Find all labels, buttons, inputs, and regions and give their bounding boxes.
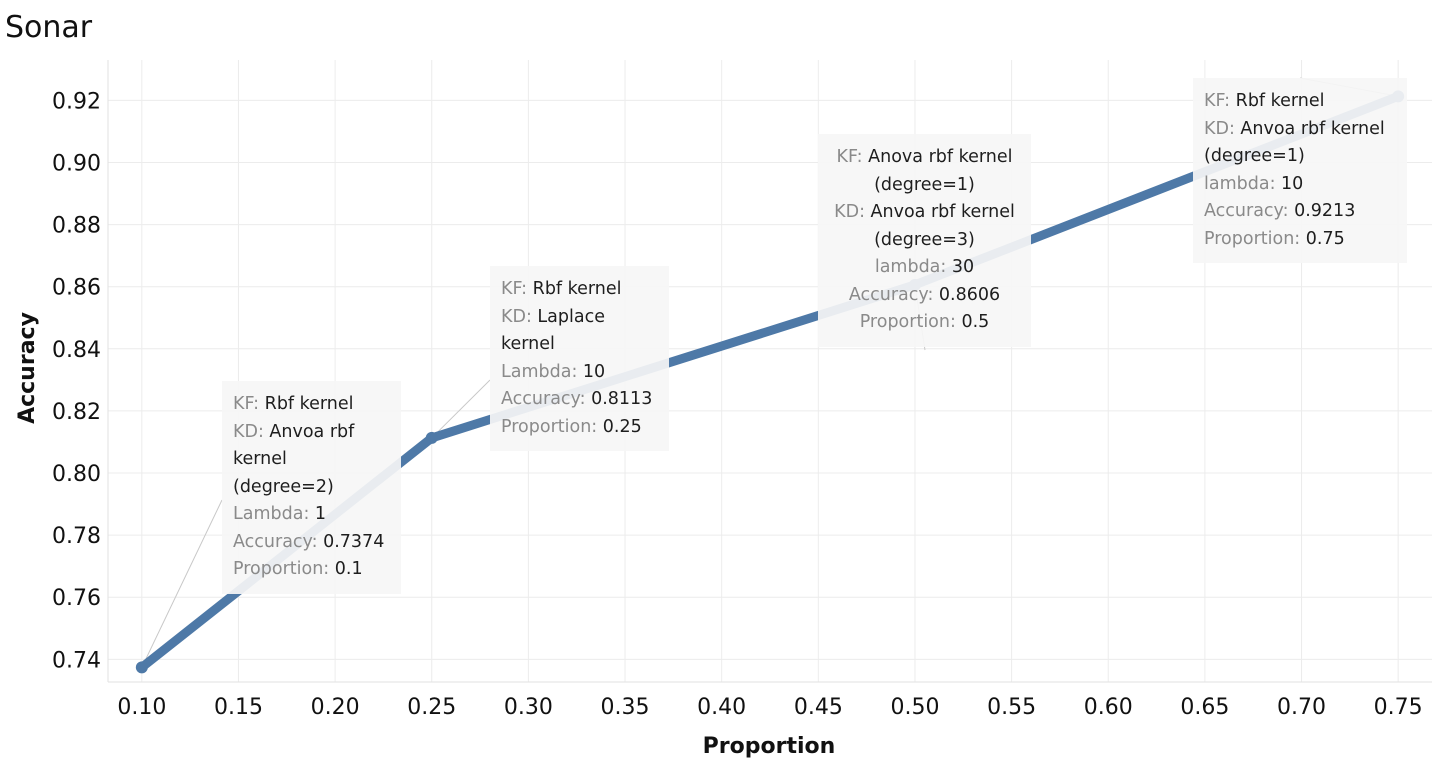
annotation-row: Accuracy: 0.7374 — [233, 529, 390, 557]
y-tick-label: 0.78 — [52, 524, 101, 549]
annotation-row: KF: Rbf kernel — [501, 276, 658, 304]
annotation-key: Lambda: — [501, 361, 583, 382]
annotation-row: KF: Rbf kernel — [233, 391, 390, 419]
annotation-row: lambda: 10 — [1204, 171, 1396, 199]
annotation-row: KD: Anvoa rbf kernel (degree=3) — [829, 199, 1020, 254]
annotation-key: Proportion: — [233, 559, 335, 579]
annotation-key: lambda: — [874, 257, 952, 277]
annotation-key: lambda: — [1204, 173, 1282, 194]
annotation-value: Anvoa rbf kernel (degree=1) — [1204, 118, 1385, 167]
annotation-key: Proportion: — [501, 416, 603, 437]
annotation-row: KD: Anvoa rbf kernel (degree=1) — [1204, 116, 1396, 171]
annotation-value: 0.1 — [334, 559, 363, 579]
annotation-row: Proportion: 0.1 — [233, 556, 390, 584]
annotation-row: Proportion: 0.75 — [1204, 226, 1396, 254]
x-tick-label: 0.45 — [794, 695, 843, 720]
annotation-key: Accuracy: — [501, 389, 592, 409]
annotation-value: 0.25 — [602, 416, 642, 437]
annotation-value: Anvoa rbf kernel (degree=3) — [870, 202, 1015, 250]
annotation-value: Rbf kernel — [532, 279, 622, 299]
axis-layer: 0.10 0.15 0.20 0.25 0.30 0.35 0.40 0.45 0.50 0.55… — [52, 89, 1423, 720]
x-tick-label: 0.65 — [1180, 695, 1229, 720]
x-tick-label: 0.10 — [117, 695, 166, 720]
x-tick-label: 0.30 — [504, 695, 553, 720]
annotation-leader-line — [431, 379, 491, 439]
data-point — [135, 661, 148, 674]
annotation-proportion-0.75: KF: Rbf kernel KD: Anvoa rbf kernel (degr… — [1193, 78, 1407, 263]
y-tick-label: 0.88 — [52, 214, 101, 239]
x-tick-label: 0.70 — [1277, 695, 1326, 720]
x-tick-label: 0.20 — [311, 695, 360, 720]
annotation-key: KF: — [836, 147, 869, 167]
y-tick-label: 0.92 — [52, 89, 101, 114]
y-tick-label: 0.76 — [52, 586, 101, 611]
annotation-leader-line — [141, 499, 223, 668]
x-tick-label: 0.15 — [214, 695, 263, 720]
annotation-value: 0.7374 — [323, 531, 385, 552]
x-tick-label: 0.50 — [890, 695, 939, 720]
y-tick-label: 0.82 — [52, 400, 101, 425]
annotation-row: lambda: 30 — [829, 254, 1020, 282]
annotation-row: KD: Laplace kernel — [501, 304, 658, 359]
x-tick-label: 0.60 — [1084, 695, 1133, 720]
annotation-proportion-0.5: KF: Anova rbf kernel (degree=1) KD: Anvoa… — [818, 134, 1031, 347]
annotation-value: 10 — [582, 361, 606, 382]
y-tick-label: 0.74 — [52, 648, 101, 673]
annotation-value: Anova rbf kernel (degree=1) — [868, 147, 1013, 195]
x-tick-label: 0.35 — [601, 695, 650, 720]
annotation-key: Accuracy: — [1204, 201, 1295, 221]
x-tick-label: 0.25 — [407, 695, 456, 720]
annotation-key: KD: — [501, 306, 538, 327]
annotation-key: Proportion: — [1204, 228, 1306, 249]
annotation-value: 30 — [951, 257, 975, 277]
annotation-row: Lambda: 10 — [501, 359, 658, 387]
annotation-value: 1 — [314, 504, 327, 524]
y-tick-label: 0.84 — [52, 338, 101, 363]
y-tick-label: 0.86 — [52, 276, 101, 301]
annotation-value: Laplace kernel — [501, 306, 605, 355]
x-tick-label: 0.40 — [697, 695, 746, 720]
annotation-value: 10 — [1281, 173, 1304, 194]
x-tick-label: 0.55 — [987, 695, 1036, 720]
annotation-value: Rbf kernel — [1235, 91, 1325, 111]
annotation-key: KD: — [1204, 118, 1241, 139]
annotation-key: KF: — [233, 394, 265, 414]
x-axis-title: Proportion — [703, 734, 836, 759]
data-point — [425, 431, 438, 444]
annotation-key: KF: — [1204, 91, 1236, 111]
annotation-row: Lambda: 1 — [233, 501, 390, 529]
annotation-value: 0.8606 — [938, 284, 1001, 305]
annotation-key: Accuracy: — [233, 531, 324, 552]
annotation-proportion-0.1: KF: Rbf kernel KD: Anvoa rbf kernel (degr… — [222, 381, 401, 594]
annotation-row: KF: Anova rbf kernel (degree=1) — [829, 144, 1020, 199]
annotation-key: KD: — [834, 202, 871, 222]
annotation-value: 0.75 — [1305, 228, 1345, 249]
annotation-value: Anvoa rbf kernel (degree=2) — [233, 421, 355, 497]
annotation-proportion-0.25: KF: Rbf kernel KD: Laplace kernel Lambda: … — [490, 266, 669, 451]
y-axis-title: Accuracy — [15, 312, 40, 424]
y-tick-label: 0.80 — [52, 462, 101, 487]
y-tick-label: 0.90 — [52, 151, 101, 176]
annotation-row: Proportion: 0.25 — [501, 414, 658, 442]
annotation-key: Lambda: — [233, 504, 315, 524]
annotation-value: 0.9213 — [1294, 201, 1356, 221]
annotation-row: Accuracy: 0.8606 — [829, 282, 1020, 310]
annotation-key: KD: — [233, 421, 270, 442]
annotation-row: KF: Rbf kernel — [1204, 88, 1396, 116]
annotation-value: 0.8113 — [591, 389, 653, 409]
annotation-row: Proportion: 0.5 — [829, 309, 1020, 337]
x-tick-label: 0.75 — [1374, 695, 1423, 720]
chart-title: Sonar — [5, 10, 93, 45]
annotation-value: Rbf kernel — [264, 394, 354, 414]
annotation-row: KD: Anvoa rbf kernel (degree=2) — [233, 419, 390, 502]
annotation-key: KF: — [501, 279, 533, 299]
annotation-value: 0.5 — [961, 312, 990, 332]
annotation-key: Accuracy: — [848, 284, 939, 305]
annotation-row: Accuracy: 0.8113 — [501, 386, 658, 414]
annotation-row: Accuracy: 0.9213 — [1204, 198, 1396, 226]
annotation-key: Proportion: — [859, 312, 962, 332]
